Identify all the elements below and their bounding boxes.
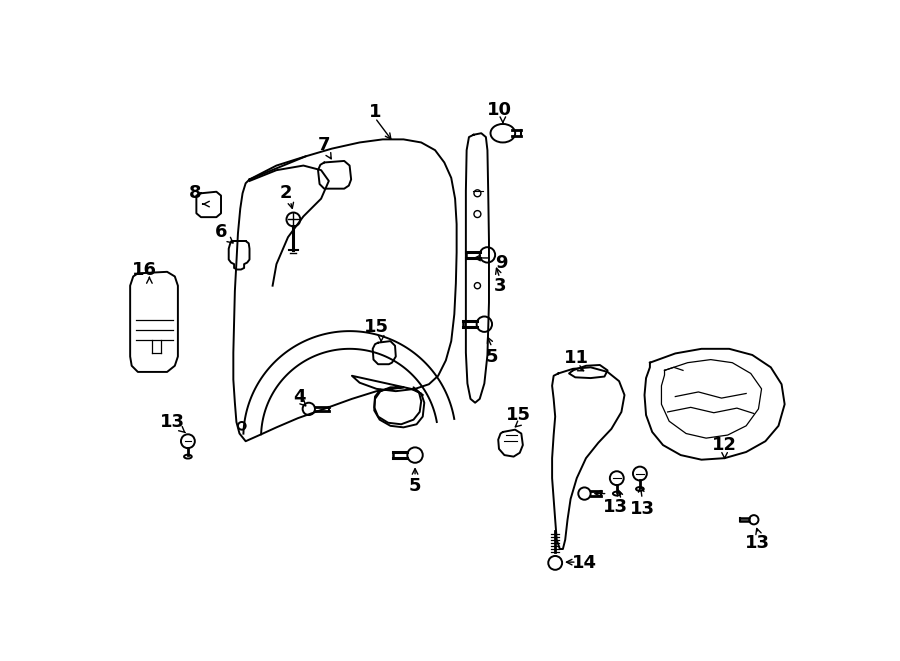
Text: 9: 9 [495, 254, 508, 272]
Text: 2: 2 [279, 184, 292, 202]
Text: 13: 13 [603, 498, 628, 516]
Text: 4: 4 [293, 387, 306, 406]
Text: 15: 15 [506, 406, 531, 424]
Text: 12: 12 [712, 436, 737, 454]
Text: 1: 1 [369, 102, 382, 121]
Text: 5: 5 [486, 348, 499, 366]
Text: 13: 13 [745, 534, 770, 552]
Text: 8: 8 [189, 184, 202, 202]
Text: 3: 3 [493, 277, 506, 295]
Text: 15: 15 [364, 318, 389, 336]
Text: 5: 5 [409, 477, 421, 495]
Text: 10: 10 [487, 101, 512, 119]
Text: 13: 13 [630, 500, 654, 518]
Text: 14: 14 [572, 554, 597, 572]
Text: 7: 7 [318, 136, 330, 154]
Text: 13: 13 [160, 413, 185, 431]
Text: 16: 16 [131, 261, 157, 280]
Text: 11: 11 [564, 349, 590, 367]
Text: 6: 6 [215, 223, 228, 241]
